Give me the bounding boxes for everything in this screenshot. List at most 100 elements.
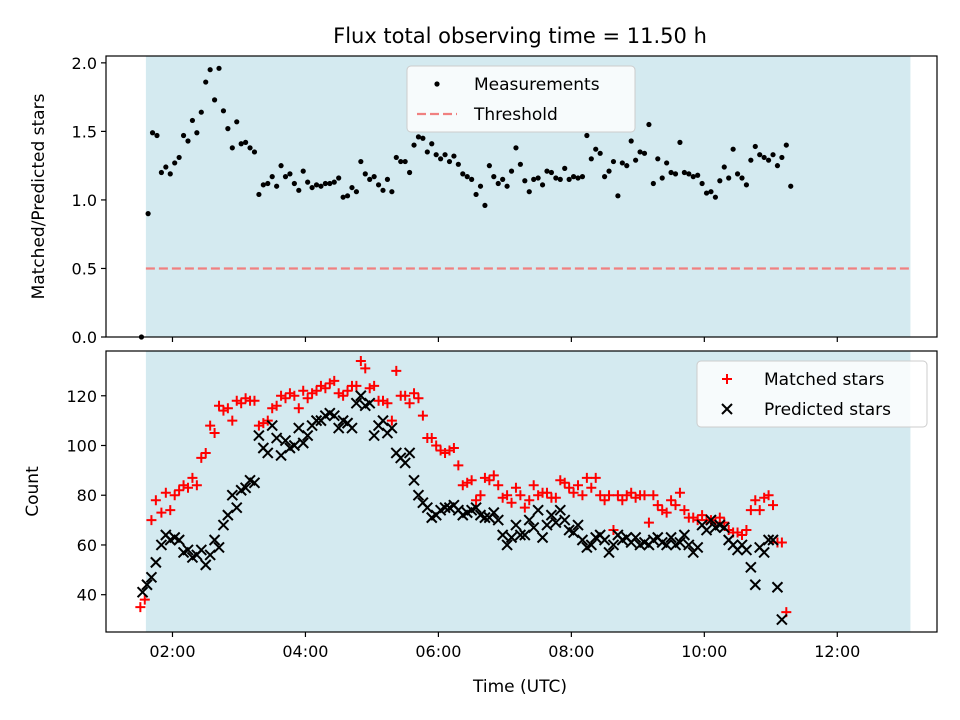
matched-star-point (293, 403, 304, 414)
measurement-point (464, 174, 470, 180)
measurement-point (522, 178, 528, 184)
matched-star-point (666, 495, 677, 506)
matched-star-point (564, 482, 575, 493)
matched-star-point (289, 390, 300, 401)
measurement-point (695, 172, 701, 178)
series-measurements (138, 65, 794, 340)
measurement-point (460, 171, 466, 177)
predicted-star-point (603, 546, 615, 559)
measurement-point (526, 189, 532, 195)
matched-star-point (502, 490, 513, 501)
measurement-point (491, 174, 497, 180)
predicted-star-point (155, 539, 168, 551)
measurement-point (194, 130, 200, 136)
measurement-point (216, 65, 222, 71)
matched-star-point (311, 385, 322, 396)
matched-star-point (604, 490, 615, 501)
predicted-star-point (505, 531, 518, 544)
y-tick-label: 120 (66, 387, 97, 406)
legend-box (696, 360, 928, 428)
matched-star-point (156, 507, 167, 518)
measurement-point (340, 194, 346, 200)
matched-star-point (342, 385, 353, 396)
predicted-star-point (363, 397, 376, 409)
predicted-star-point (231, 501, 243, 514)
matched-star-point (745, 505, 756, 516)
predicted-star-point (262, 447, 274, 459)
y-axis-label: Matched/Predicted stars (29, 93, 49, 299)
measurement-point (243, 139, 249, 145)
top-panel: 0.0 0.5 1.0 1.5 2.0 Matched/Predicted stars Me… (29, 54, 938, 347)
measurement-point (154, 132, 160, 139)
matched-star-point (409, 388, 420, 399)
measurement-point (433, 152, 439, 158)
matched-star-point (617, 495, 628, 506)
measurement-point (455, 161, 461, 167)
predicted-star-point (740, 544, 753, 556)
axes-frame (105, 350, 938, 633)
measurement-point (535, 175, 541, 181)
measurement-point (539, 182, 546, 188)
measurement-point (721, 164, 727, 170)
matched-star-point (165, 505, 176, 516)
matched-star-point (139, 594, 150, 605)
matched-star-point (417, 410, 428, 421)
measurement-point (300, 168, 306, 174)
predicted-star-point (576, 534, 589, 546)
matched-star-point (714, 512, 725, 523)
measurement-point (615, 193, 621, 199)
measurement-point (610, 158, 617, 165)
predicted-star-point (399, 457, 411, 469)
predicted-star-point (310, 414, 323, 427)
matched-star-point (196, 452, 207, 463)
matched-star-point (493, 480, 504, 491)
matched-star-point (431, 440, 442, 451)
predicted-star-point (683, 539, 695, 551)
y-tick-label: 100 (66, 436, 97, 455)
predicted-star-point (745, 561, 757, 574)
predicted-star-point (217, 519, 230, 531)
matched-star-point (736, 530, 747, 541)
y-tick-label: 0.0 (72, 328, 97, 347)
matched-star-point (763, 490, 774, 501)
predicted-star-point (479, 511, 491, 524)
measurement-point (508, 168, 515, 174)
measurement-point (504, 183, 510, 189)
matched-star-point (209, 428, 220, 439)
measurement-point (588, 156, 594, 162)
measurement-point (438, 156, 444, 162)
measurement-point (726, 175, 732, 181)
measurement-point (717, 178, 723, 184)
measurement-point (402, 158, 408, 165)
measurement-point (500, 176, 506, 182)
axes-frame (105, 55, 938, 338)
legend-label: Matched stars (764, 370, 884, 390)
predicted-star-point (585, 539, 598, 551)
predicted-star-point (279, 434, 292, 447)
measurement-point (305, 179, 311, 185)
matched-star-point (595, 490, 606, 501)
measurement-point (322, 180, 328, 187)
measurement-point (260, 182, 266, 188)
measurement-point (309, 184, 315, 191)
matched-star-point (222, 403, 233, 414)
measurement-point (353, 189, 360, 195)
matched-star-point (484, 475, 495, 486)
predicted-star-point (386, 422, 398, 434)
predicted-star-point (532, 504, 544, 516)
measurement-point (513, 145, 519, 151)
legend-label: Threshold (473, 105, 558, 125)
measurement-point (158, 169, 164, 176)
matched-star-point (541, 487, 552, 498)
matched-star-point (515, 490, 526, 501)
predicted-star-point (718, 521, 730, 534)
measurement-point (650, 180, 656, 187)
measurement-point (566, 176, 572, 182)
measurement-point (593, 146, 599, 152)
matched-star-point (750, 495, 761, 506)
predicted-star-point (749, 579, 761, 591)
matched-star-point (776, 537, 787, 548)
measurement-point (619, 160, 625, 166)
measurement-point (486, 163, 492, 169)
measurement-point (646, 121, 652, 128)
